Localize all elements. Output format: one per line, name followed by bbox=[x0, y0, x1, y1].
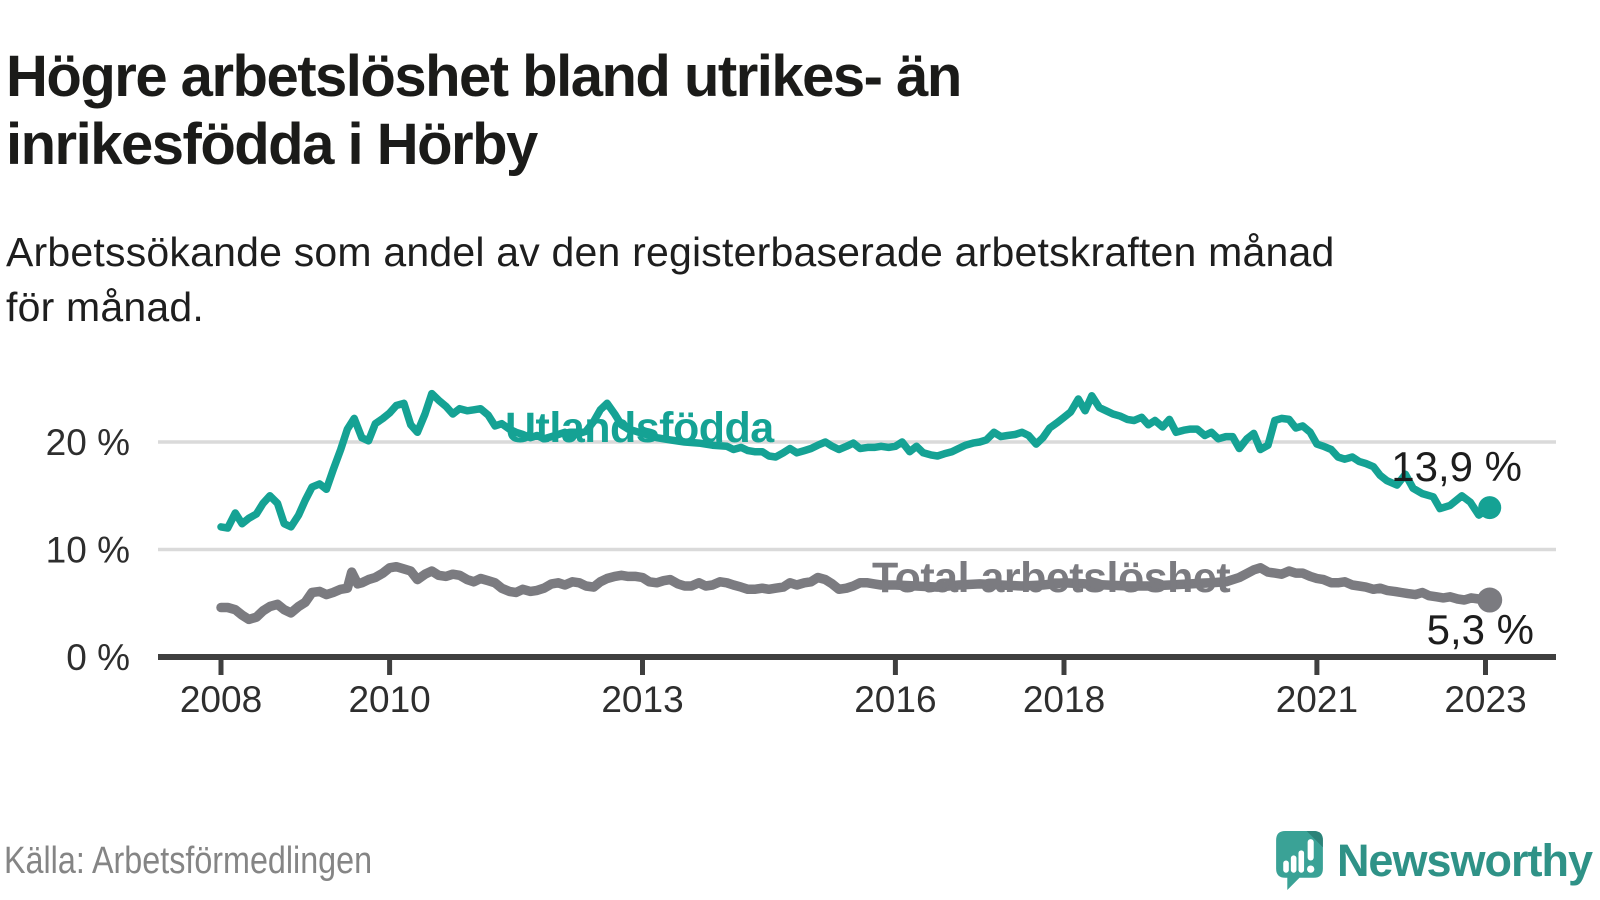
svg-text:2016: 2016 bbox=[854, 679, 936, 720]
chart-subtitle: Arbetssökande som andel av den registerb… bbox=[6, 229, 1335, 330]
page-title: Högre arbetslöshet bland utrikes- än inr… bbox=[6, 43, 962, 177]
series-label-utlandsfodda: Utlandsfödda bbox=[505, 404, 774, 452]
newsworthy-logo-text: Newsworthy bbox=[1336, 834, 1593, 886]
newsworthy-logo-icon bbox=[1275, 830, 1324, 891]
svg-text:2018: 2018 bbox=[1023, 679, 1105, 720]
source-attribution: Källa: Arbetsförmedlingen bbox=[4, 840, 373, 882]
series-label-total-arbetsloshet: Total arbetslöshet bbox=[872, 554, 1231, 602]
end-value-utlandsfodda: 13,9 % bbox=[1391, 443, 1522, 490]
end-value-total: 5,3 % bbox=[1426, 606, 1534, 653]
svg-text:2021: 2021 bbox=[1276, 679, 1358, 720]
svg-text:0 %: 0 % bbox=[66, 637, 130, 678]
newsworthy-branding: Newsworthy bbox=[1275, 830, 1593, 891]
svg-text:20 %: 20 % bbox=[46, 422, 130, 463]
svg-text:10 %: 10 % bbox=[46, 530, 130, 571]
svg-text:2010: 2010 bbox=[348, 679, 430, 720]
svg-text:2023: 2023 bbox=[1444, 679, 1526, 720]
svg-text:2008: 2008 bbox=[180, 679, 262, 720]
svg-text:2013: 2013 bbox=[601, 679, 683, 720]
